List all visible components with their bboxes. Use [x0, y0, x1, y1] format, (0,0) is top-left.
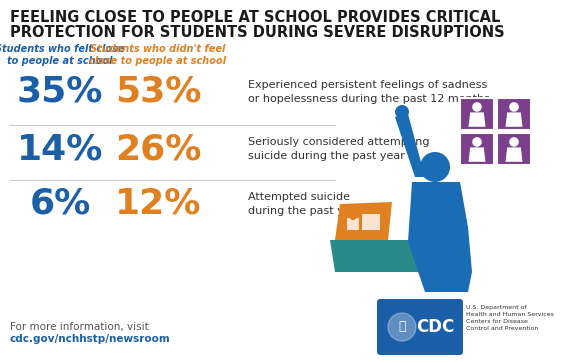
Text: Students who felt close
to people at school: Students who felt close to people at sch… — [0, 44, 125, 66]
Polygon shape — [408, 182, 472, 292]
Polygon shape — [335, 202, 392, 240]
FancyBboxPatch shape — [460, 133, 494, 165]
Text: 🦅: 🦅 — [398, 320, 406, 333]
Polygon shape — [506, 112, 522, 127]
Polygon shape — [468, 147, 485, 162]
Text: U.S. Department of: U.S. Department of — [466, 305, 526, 310]
Polygon shape — [330, 240, 448, 272]
Polygon shape — [395, 114, 425, 177]
Polygon shape — [468, 112, 485, 127]
Circle shape — [349, 212, 357, 220]
Circle shape — [420, 152, 450, 182]
FancyBboxPatch shape — [347, 218, 359, 230]
Circle shape — [509, 102, 519, 112]
Text: cdc.gov/nchhstp/newsroom: cdc.gov/nchhstp/newsroom — [10, 334, 171, 344]
Text: 6%: 6% — [29, 187, 91, 221]
Text: 14%: 14% — [17, 132, 103, 166]
FancyBboxPatch shape — [497, 133, 531, 165]
Circle shape — [472, 137, 482, 147]
Circle shape — [509, 137, 519, 147]
FancyBboxPatch shape — [460, 98, 494, 130]
Circle shape — [388, 313, 416, 341]
FancyBboxPatch shape — [377, 299, 463, 355]
Text: Health and Human Services: Health and Human Services — [466, 312, 554, 317]
FancyBboxPatch shape — [362, 214, 380, 230]
Text: FEELING CLOSE TO PEOPLE AT SCHOOL PROVIDES CRITICAL: FEELING CLOSE TO PEOPLE AT SCHOOL PROVID… — [10, 10, 501, 25]
Text: PROTECTION FOR STUDENTS DURING SEVERE DISRUPTIONS: PROTECTION FOR STUDENTS DURING SEVERE DI… — [10, 25, 504, 40]
Text: CDC: CDC — [416, 318, 454, 336]
Text: 53%: 53% — [115, 75, 201, 109]
Text: Seriously considered attempting
suicide during the past year: Seriously considered attempting suicide … — [248, 138, 430, 161]
Text: Students who didn't feel
close to people at school: Students who didn't feel close to people… — [90, 44, 226, 66]
Text: Centers for Disease: Centers for Disease — [466, 319, 528, 324]
Text: 35%: 35% — [17, 75, 103, 109]
Polygon shape — [506, 147, 522, 162]
Circle shape — [472, 102, 482, 112]
Text: Control and Prevention: Control and Prevention — [466, 326, 538, 331]
Text: Experienced persistent feelings of sadness
or hopelessness during the past 12 mo: Experienced persistent feelings of sadne… — [248, 80, 490, 104]
Circle shape — [395, 105, 409, 119]
Text: Attempted suicide
during the past year: Attempted suicide during the past year — [248, 192, 362, 216]
Text: 12%: 12% — [115, 187, 201, 221]
Text: For more information, visit: For more information, visit — [10, 322, 149, 332]
FancyBboxPatch shape — [497, 98, 531, 130]
Text: 26%: 26% — [115, 132, 201, 166]
